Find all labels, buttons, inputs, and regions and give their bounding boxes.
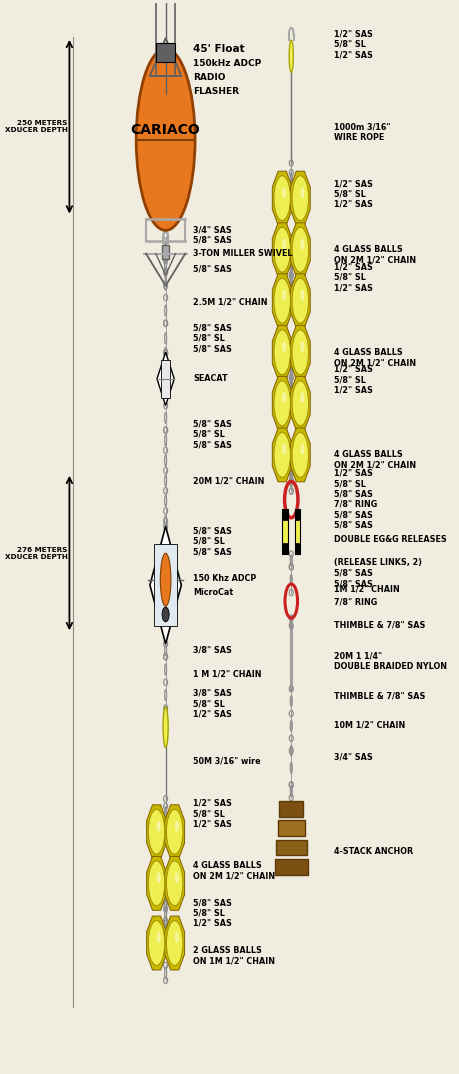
Circle shape	[291, 433, 308, 477]
Bar	[156, 43, 175, 62]
Circle shape	[291, 381, 308, 425]
Polygon shape	[164, 916, 184, 970]
Bar	[275, 840, 306, 855]
Bar	[277, 821, 304, 837]
Ellipse shape	[136, 48, 195, 230]
Bar	[279, 801, 303, 817]
Circle shape	[300, 187, 304, 198]
Text: 7/8" RING: 7/8" RING	[334, 598, 377, 607]
Text: DOUBLE EG&G RELEASES: DOUBLE EG&G RELEASES	[334, 535, 446, 543]
Circle shape	[166, 920, 183, 966]
Text: 5/8" SAS: 5/8" SAS	[193, 264, 231, 274]
Polygon shape	[290, 222, 309, 277]
Polygon shape	[290, 325, 309, 379]
Text: 1/2" SAS
5/8" SL
1/2" SAS: 1/2" SAS 5/8" SL 1/2" SAS	[334, 179, 373, 208]
Polygon shape	[146, 916, 166, 970]
Circle shape	[166, 810, 183, 854]
Ellipse shape	[289, 40, 293, 72]
Circle shape	[281, 392, 285, 403]
Circle shape	[156, 872, 160, 883]
Text: 1M 1/2" CHAIN: 1M 1/2" CHAIN	[334, 584, 399, 593]
Circle shape	[300, 444, 304, 455]
Text: (RELEASE LINKS, 2)
5/8" SAS
5/8" SAS: (RELEASE LINKS, 2) 5/8" SAS 5/8" SAS	[334, 558, 421, 589]
Circle shape	[166, 861, 183, 905]
Circle shape	[281, 290, 285, 301]
Bar	[282, 509, 287, 554]
Text: 4-STACK ANCHOR: 4-STACK ANCHOR	[334, 846, 413, 856]
Text: 45' Float: 45' Float	[193, 44, 244, 55]
Text: 10M 1/2" CHAIN: 10M 1/2" CHAIN	[334, 721, 405, 729]
Text: THIMBLE & 7/8" SAS: THIMBLE & 7/8" SAS	[334, 692, 425, 701]
Text: 250 METERS
XDUCER DEPTH: 250 METERS XDUCER DEPTH	[5, 120, 67, 133]
Circle shape	[291, 228, 308, 272]
Bar	[274, 859, 307, 874]
Circle shape	[300, 342, 304, 352]
Ellipse shape	[163, 707, 168, 748]
Circle shape	[274, 278, 290, 323]
Circle shape	[300, 238, 304, 250]
Text: 1/2" SAS
5/8" SL
1/2" SAS: 1/2" SAS 5/8" SL 1/2" SAS	[334, 29, 373, 59]
Circle shape	[156, 821, 160, 831]
Text: 150kHz ADCP: 150kHz ADCP	[193, 59, 261, 69]
Text: 1/2" SAS
5/8" SL
1/2" SAS: 1/2" SAS 5/8" SL 1/2" SAS	[334, 262, 373, 292]
Text: RADIO: RADIO	[193, 73, 225, 83]
Text: 2.5M 1/2" CHAIN: 2.5M 1/2" CHAIN	[193, 297, 267, 307]
Text: 5/8" SAS
5/8" SL
5/8" SAS: 5/8" SAS 5/8" SL 5/8" SAS	[193, 420, 231, 449]
Text: 5/8" SAS
5/8" SL
5/8" SAS: 5/8" SAS 5/8" SL 5/8" SAS	[193, 526, 231, 556]
Polygon shape	[290, 171, 309, 226]
Text: 1/2" SAS
5/8" SL
5/8" SAS
7/8" RING
5/8" SAS
5/8" SAS: 1/2" SAS 5/8" SL 5/8" SAS 7/8" RING 5/8"…	[334, 468, 377, 529]
Polygon shape	[272, 376, 291, 431]
Text: 2 GLASS BALLS
ON 1M 1/2" CHAIN: 2 GLASS BALLS ON 1M 1/2" CHAIN	[193, 946, 274, 966]
Circle shape	[281, 238, 285, 250]
Polygon shape	[146, 856, 166, 911]
Text: 5/8" SAS
5/8" SL
5/8" SAS: 5/8" SAS 5/8" SL 5/8" SAS	[193, 323, 231, 353]
Circle shape	[174, 821, 179, 831]
Text: 4 GLASS BALLS
ON 2M 1/2" CHAIN: 4 GLASS BALLS ON 2M 1/2" CHAIN	[334, 450, 416, 469]
Text: 1000m 3/16"
WIRE ROPE: 1000m 3/16" WIRE ROPE	[334, 122, 390, 142]
Circle shape	[274, 330, 290, 375]
Circle shape	[300, 290, 304, 301]
Bar	[153, 543, 177, 626]
Text: 1/2" SAS
5/8" SL
1/2" SAS: 1/2" SAS 5/8" SL 1/2" SAS	[193, 799, 231, 828]
Text: 1/2" SAS
5/8" SL
1/2" SAS: 1/2" SAS 5/8" SL 1/2" SAS	[334, 365, 373, 395]
Bar	[161, 360, 170, 398]
Circle shape	[274, 228, 290, 272]
Text: 50M 3/16" wire: 50M 3/16" wire	[193, 756, 260, 765]
Text: 3/8" SAS
5/8" SL
1/2" SAS: 3/8" SAS 5/8" SL 1/2" SAS	[193, 688, 231, 719]
Circle shape	[291, 330, 308, 375]
Circle shape	[281, 444, 285, 455]
Polygon shape	[150, 526, 181, 643]
Polygon shape	[157, 352, 174, 406]
Polygon shape	[164, 804, 184, 859]
Circle shape	[148, 810, 164, 854]
Circle shape	[174, 872, 179, 883]
Text: THIMBLE & 7/8" SAS: THIMBLE & 7/8" SAS	[334, 621, 425, 629]
Text: 3/8" SAS: 3/8" SAS	[193, 645, 231, 655]
Text: 4 GLASS BALLS
ON 2M 1/2" CHAIN: 4 GLASS BALLS ON 2M 1/2" CHAIN	[334, 348, 416, 367]
Text: 20M 1/2" CHAIN: 20M 1/2" CHAIN	[193, 476, 264, 485]
Polygon shape	[146, 804, 166, 859]
Circle shape	[148, 920, 164, 966]
Polygon shape	[272, 325, 291, 379]
Polygon shape	[272, 274, 291, 328]
Bar	[294, 509, 299, 520]
Polygon shape	[290, 376, 309, 431]
Bar	[294, 543, 299, 554]
Circle shape	[148, 861, 164, 905]
Text: 20M 1 1/4"
DOUBLE BRAIDED NYLON: 20M 1 1/4" DOUBLE BRAIDED NYLON	[334, 651, 447, 671]
Text: CARIACO: CARIACO	[130, 124, 200, 137]
Polygon shape	[164, 856, 184, 911]
Text: 5/8" SAS
5/8" SL
1/2" SAS: 5/8" SAS 5/8" SL 1/2" SAS	[193, 898, 231, 928]
Bar	[282, 509, 287, 520]
Text: FLASHER: FLASHER	[193, 87, 239, 97]
Polygon shape	[272, 427, 291, 482]
Circle shape	[174, 932, 179, 943]
Text: 4 GLASS BALLS
ON 2M 1/2" CHAIN: 4 GLASS BALLS ON 2M 1/2" CHAIN	[193, 860, 274, 880]
Polygon shape	[272, 171, 291, 226]
Text: 3/4" SAS: 3/4" SAS	[334, 753, 372, 761]
Circle shape	[291, 176, 308, 220]
Ellipse shape	[160, 553, 171, 606]
Polygon shape	[290, 427, 309, 482]
Bar	[162, 245, 168, 259]
Bar	[294, 509, 299, 554]
